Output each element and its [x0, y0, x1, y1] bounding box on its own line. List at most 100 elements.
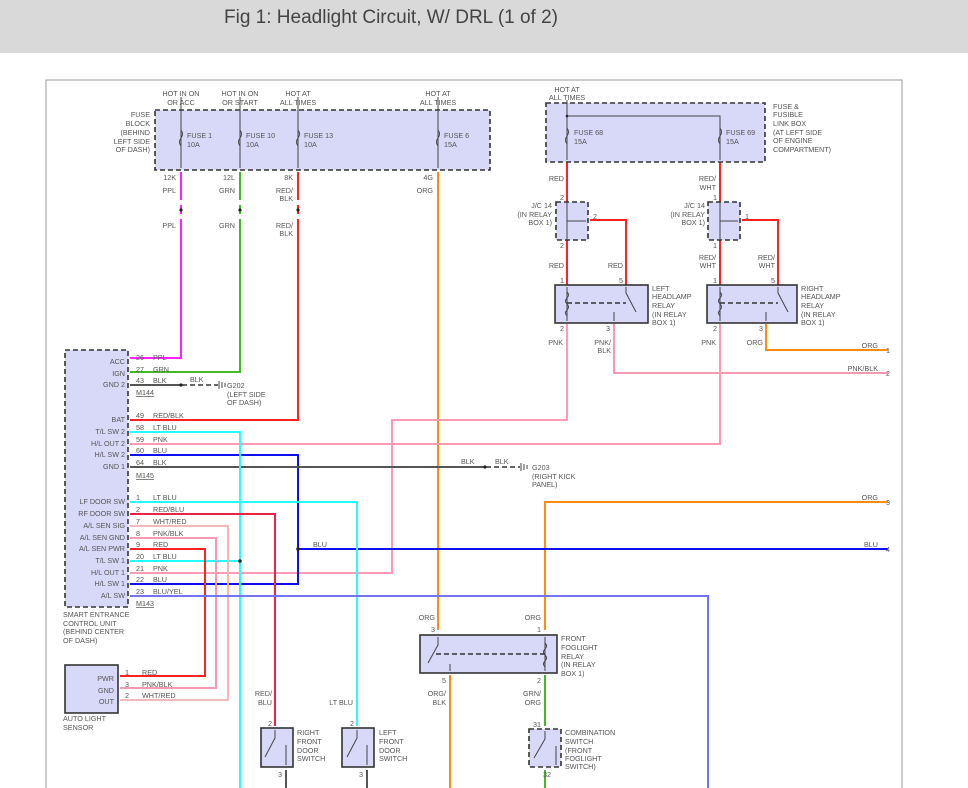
diagram-label: FUSE 6: [444, 131, 469, 140]
diagram-label: WHT: [700, 183, 717, 192]
diagram-label: BLK: [461, 457, 475, 466]
diagram-label: 10A: [187, 140, 200, 149]
diagram-label: SWITCH: [565, 737, 593, 746]
diagram-label: RED: [608, 261, 623, 270]
diagram-label: CONTROL UNIT: [63, 619, 117, 628]
fuse-1: HOT IN ON OR ACC FUSE 1 10A 12K PPL PPL: [162, 89, 212, 230]
diagram-label: ORG: [525, 613, 542, 622]
secu-pin-num: 59: [136, 435, 144, 444]
diagram-label: LEFT SIDE: [114, 137, 150, 146]
diagram-label: J/C 14: [531, 201, 552, 210]
diagram-label: 12L: [223, 173, 235, 182]
secu-pin-wire: BLU: [153, 446, 167, 455]
diagram-label: 1: [713, 193, 717, 202]
secu-pin-wire: PNK: [153, 435, 168, 444]
diagram-label: 5: [771, 276, 775, 285]
secu-pin-num: 27: [136, 365, 144, 374]
diagram-label: 2: [560, 324, 564, 333]
diagram-label: WHT/RED: [142, 691, 176, 700]
diagram-label: RELAY: [561, 652, 584, 661]
secu-pin-row: A/L SEN PWR 9 RED: [79, 540, 168, 553]
wire-blu-hl-sw: [130, 454, 299, 585]
secu-pin-name: LF DOOR SW: [79, 497, 125, 506]
secu-pin-row: H/L OUT 1 21 PNK: [91, 564, 168, 577]
diagram-label: WHT: [700, 261, 717, 270]
diagram-label: FOGLIGHT: [565, 754, 602, 763]
diagram-label: BLU: [313, 540, 327, 549]
secu-pin-wire: BLK: [153, 376, 167, 385]
diagram-label: OF ENGINE: [773, 136, 813, 145]
front-foglight-relay: 3 1 5 2 ORG ORG ORG/ BLK GRN/ ORG FRONT …: [419, 613, 599, 707]
diagram-label: 10A: [246, 140, 259, 149]
diagram-label: HEADLAMP: [801, 292, 841, 301]
junction-jc14-left: 2 2 2 J/C 14 (IN RELAY BOX 1) RED RED: [517, 193, 623, 270]
fusible-link-box: HOT AT ALL TIMES FUSE 68 15A FUSE 69 15A…: [545, 85, 831, 192]
diagram-label: BLK: [279, 229, 293, 238]
diagram-label: BOX 1): [801, 318, 825, 327]
smart-entrance-control-unit: SMART ENTRANCE CONTROL UNIT (BEHIND CENT…: [63, 349, 154, 645]
diagram-label: 3: [359, 770, 363, 779]
diagram-label: BLU: [258, 698, 272, 707]
secu-pin-wire: PNK/BLK: [153, 529, 184, 538]
diagram-label: 12K: [163, 173, 176, 182]
secu-pin-row: LF DOOR SW 1 LT BLU: [79, 493, 176, 506]
diagram-label: (IN RELAY: [561, 660, 596, 669]
secu-pin-num: 23: [136, 587, 144, 596]
secu-pin-row: IGN 27 GRN: [112, 365, 169, 378]
wire-ppl: [130, 172, 182, 359]
secu-pin-row: H/L SW 2 60 BLU: [95, 446, 167, 459]
secu-pin-wire: BLU: [153, 575, 167, 584]
secu-pin-wire: WHT/RED: [153, 517, 187, 526]
diagram-label: 3: [886, 498, 890, 507]
diagram-label: DOOR: [379, 746, 401, 755]
diagram-label: FUSE &: [773, 102, 799, 111]
wire-ltblu-lf-door: [130, 501, 358, 726]
diagram-label: BOX 1): [681, 218, 705, 227]
diagram-label: 8K: [284, 173, 293, 182]
wire-red-wht-jc-side: [742, 219, 779, 285]
wire-pnk-hl-out2: [130, 324, 721, 445]
diagram-label: OF DASH): [63, 636, 97, 645]
secu-pin-name: A/L SEN GND: [80, 533, 125, 542]
right-headlamp-relay: 1 5 2 3 RIGHT HEADLAMP RELAY (IN RELAY B…: [701, 276, 841, 347]
diagram-label: HOT IN ON: [221, 89, 258, 98]
secu-pin-num: 2: [136, 505, 140, 514]
diagram-label: HOT AT: [285, 89, 311, 98]
right-front-door-switch: 2 3 RED/ BLU RIGHT FRONT DOOR SWITCH: [255, 689, 326, 779]
diagram-label: (FRONT: [565, 746, 593, 755]
secu-pin-wire: PNK: [153, 564, 168, 573]
secu-pin-num: 60: [136, 446, 144, 455]
wire-red-blk: [130, 172, 299, 421]
secu-pin-name: GND 1: [103, 462, 125, 471]
diagram-label: BLU: [864, 540, 878, 549]
diagram-label: RIGHT: [297, 728, 320, 737]
diagram-label: (BEHIND CENTER: [63, 627, 124, 636]
secu-pin-row: A/L SEN GND 8 PNK/BLK: [80, 529, 184, 542]
wire-pnk-blk-out: [613, 324, 888, 374]
diagram-label: ORG/: [428, 689, 446, 698]
secu-pin-name: A/L SEN PWR: [79, 544, 125, 553]
diagram-label: FRONT: [561, 634, 586, 643]
diagram-label: (IN RELAY: [652, 310, 687, 319]
secu-pin-row: T/L SW 2 58 LT BLU: [95, 423, 176, 436]
secu-pin-name: GND 2: [103, 380, 125, 389]
secu-pin-num: 64: [136, 458, 144, 467]
diagram-label: ORG: [525, 698, 542, 707]
secu-pin-wire: RED/BLU: [153, 505, 184, 514]
secu-pin-row: GND 2 43 BLK: [103, 376, 167, 389]
secu-pin-wire: BLK: [153, 458, 167, 467]
diagram-label: RED/: [276, 221, 293, 230]
diagram-label: 10A: [304, 140, 317, 149]
diagram-label: (IN RELAY: [670, 210, 705, 219]
secu-pin-num: 26: [136, 353, 144, 362]
diagram-label: RIGHT: [801, 284, 824, 293]
diagram-label: COMPARTMENT): [773, 145, 831, 154]
diagram-label: GND: [98, 686, 114, 695]
wire-ltblu-tl-sw2: [130, 431, 241, 788]
diagram-label: BOX 1): [652, 318, 676, 327]
secu-pin-num: 1: [136, 493, 140, 502]
diagram-label: M145: [136, 471, 154, 480]
secu-pin-row: H/L SW 1 22 BLU: [95, 575, 167, 588]
diagram-label: FUSE 68: [574, 128, 603, 137]
